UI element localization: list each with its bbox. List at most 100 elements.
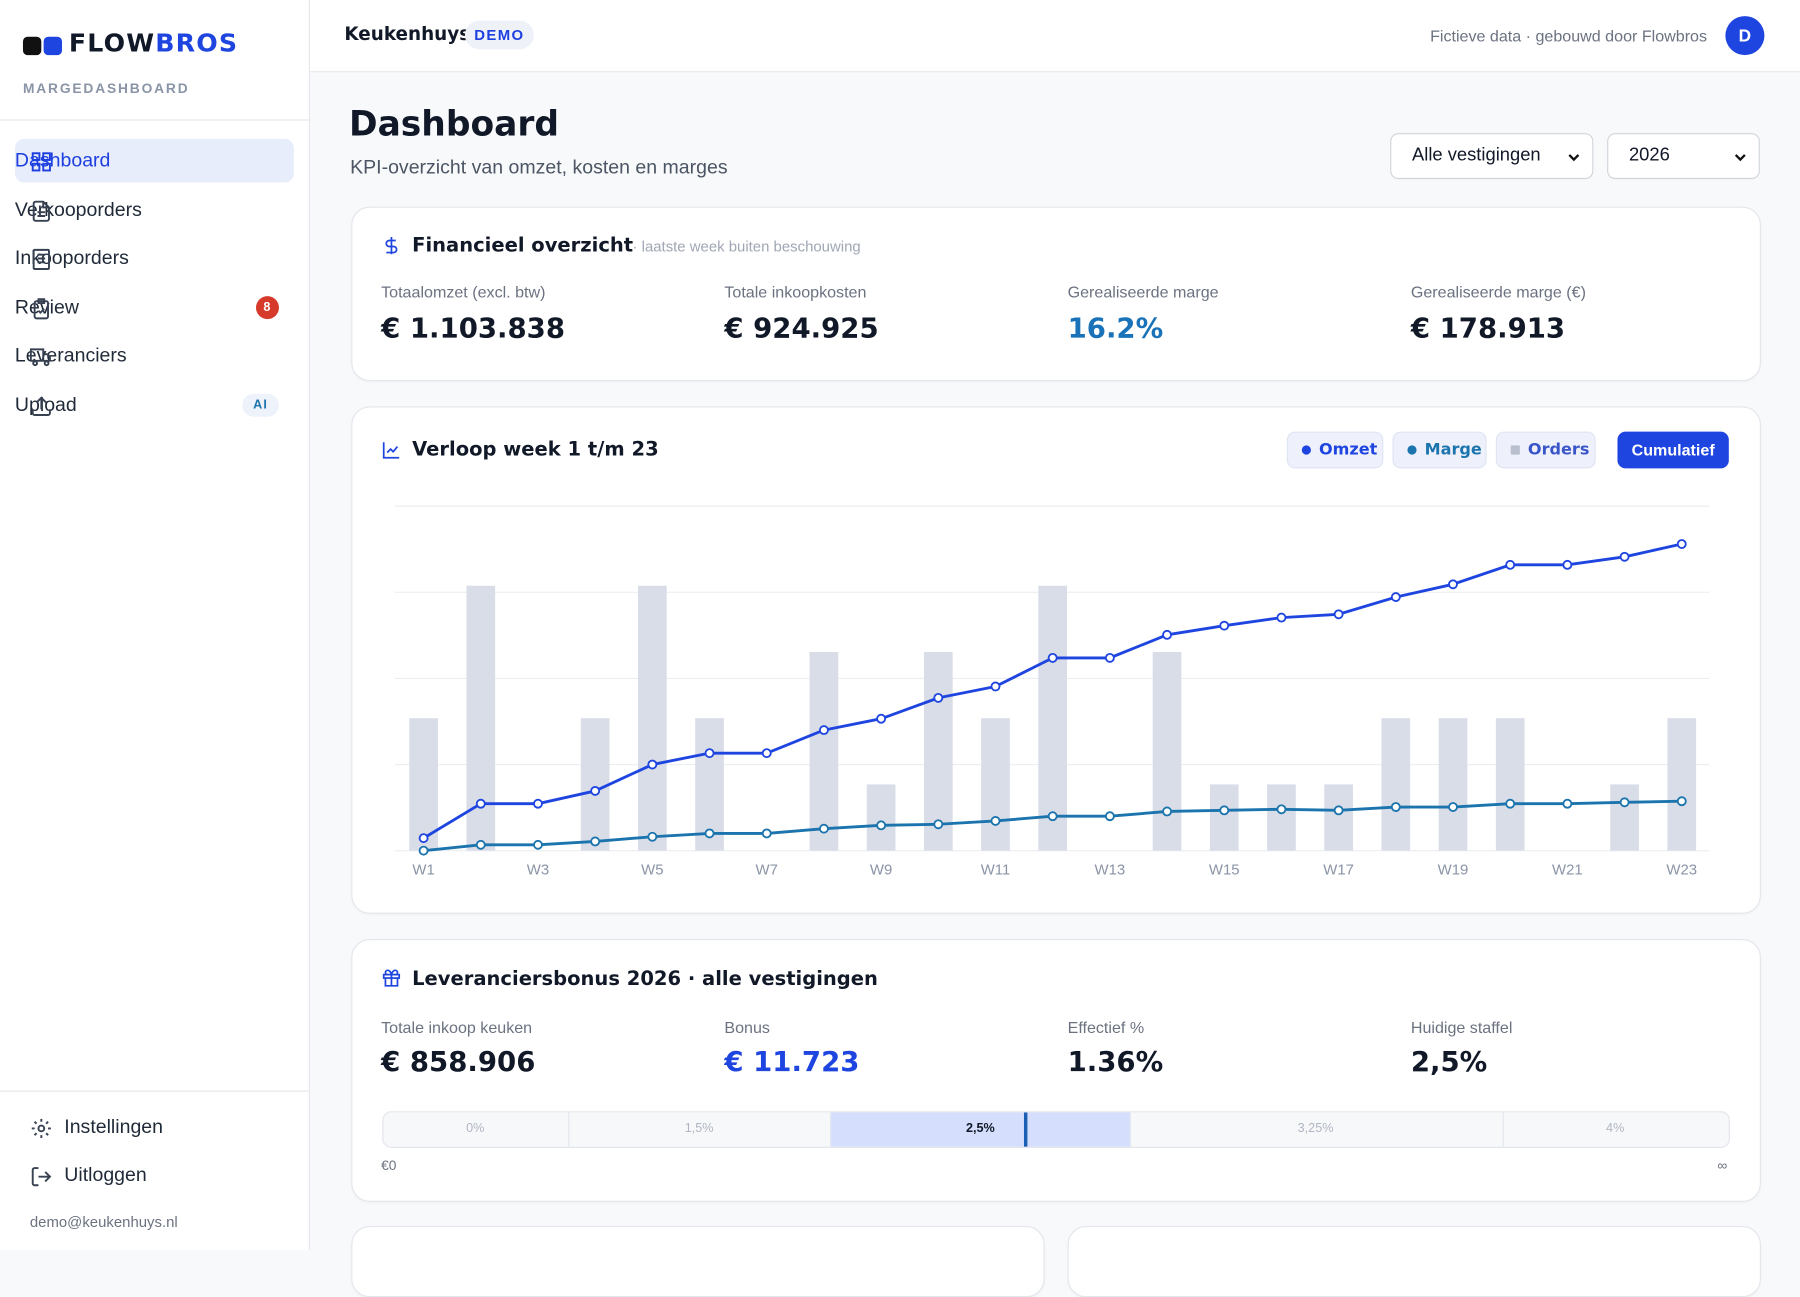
point: [761, 748, 772, 759]
bar: [638, 585, 667, 851]
legend-label: Omzet: [1319, 440, 1378, 460]
bar: [1495, 718, 1525, 851]
scale-start: €0: [381, 1157, 397, 1174]
user-email: demo@keukenhuys.nl: [29, 1213, 178, 1231]
x-tick-label: W1: [412, 862, 434, 879]
point: [1333, 609, 1344, 620]
point: [1219, 805, 1230, 816]
page-title: Dashboard: [348, 104, 560, 145]
tier-label: 3,25%: [1297, 1121, 1334, 1136]
nav-item[interactable]: Leveranciers: [15, 334, 294, 378]
point: [1219, 620, 1230, 631]
point: [1047, 811, 1058, 822]
card: [351, 1226, 1045, 1297]
point: [990, 681, 1001, 692]
point: [1333, 805, 1344, 816]
tier-active: [831, 1112, 1131, 1147]
legend-marker: [1301, 445, 1311, 455]
kpi-label: Gerealiseerde marge (€): [1410, 282, 1586, 301]
bar: [1610, 784, 1639, 851]
nav-item[interactable]: Inkooporders: [15, 236, 294, 280]
nav-item[interactable]: Uitloggen: [15, 1154, 294, 1198]
logo-b: BROS: [155, 29, 239, 59]
x-tick-label: W9: [870, 862, 892, 879]
point: [1619, 551, 1630, 562]
kpi-label: Totaalomzet (excl. btw): [381, 282, 546, 301]
bonus-card: [351, 939, 1761, 1202]
scale-end: ∞: [1717, 1157, 1728, 1174]
x-tick-label: W15: [1209, 862, 1240, 879]
x-tick-label: W21: [1552, 862, 1583, 879]
point: [1276, 612, 1287, 623]
filter-select[interactable]: 2026: [1607, 133, 1760, 180]
company: Keukenhuys: [344, 22, 471, 45]
kpi-value: € 11.723: [724, 1045, 860, 1078]
kpi-value: 1.36%: [1067, 1045, 1164, 1078]
filter-value: 2026: [1628, 145, 1670, 166]
legend-chip[interactable]: Orders: [1495, 431, 1596, 469]
nav-badge: AI: [242, 393, 279, 417]
point: [704, 748, 715, 759]
point: [1047, 652, 1058, 663]
bar: [809, 651, 839, 851]
toggle-button[interactable]: Cumulatief: [1617, 431, 1729, 469]
kpi-value: € 178.913: [1410, 312, 1566, 345]
financial-card: [351, 206, 1761, 382]
x-tick-label: W3: [527, 862, 549, 879]
point: [876, 713, 887, 724]
point: [818, 725, 829, 736]
filter-select[interactable]: Alle vestigingen: [1390, 133, 1594, 180]
x-tick-label: W5: [641, 862, 663, 879]
header-note: Fictieve data · gebouwd door Flowbros: [1430, 26, 1708, 45]
point: [1390, 592, 1401, 603]
point: [475, 798, 486, 809]
tier-label: 0%: [466, 1121, 485, 1136]
kpi-label: Gerealiseerde marge: [1067, 282, 1219, 301]
nav-item[interactable]: Dashboard: [14, 138, 294, 183]
kpi-value: 2,5%: [1410, 1045, 1488, 1078]
point: [1619, 797, 1630, 808]
point: [1390, 802, 1401, 812]
point: [818, 823, 829, 834]
bar: [1152, 651, 1182, 851]
avatar[interactable]: D: [1725, 16, 1765, 56]
nav-item[interactable]: Upload AI: [15, 383, 294, 427]
x-tick-label: W19: [1438, 862, 1469, 879]
card-note: · laatste week buiten beschouwing: [632, 237, 861, 255]
point: [1676, 539, 1687, 549]
legend-chip[interactable]: Marge: [1392, 431, 1487, 469]
legend-label: Marge: [1424, 440, 1482, 460]
brand-subtitle: MARGEDASHBOARD: [22, 80, 190, 97]
point: [1104, 811, 1115, 822]
x-tick-label: W17: [1323, 862, 1354, 879]
legend-marker: [1510, 445, 1520, 455]
nav-item[interactable]: Instellingen: [15, 1105, 294, 1149]
legend-label: Orders: [1527, 440, 1590, 460]
bar: [1038, 585, 1068, 851]
progress-marker: [1023, 1112, 1028, 1147]
point: [1448, 579, 1458, 590]
kpi-value: € 858.906: [381, 1045, 536, 1078]
logo: FLOWBROS: [69, 30, 238, 59]
point: [1562, 559, 1573, 570]
bar: [1381, 718, 1411, 851]
point: [1676, 796, 1687, 807]
point: [1104, 652, 1115, 663]
sidebar: FLOWBROS MARGEDASHBOARD Dashboard Verkoop…: [0, 0, 310, 1251]
kpi-label: Effectief %: [1067, 1018, 1145, 1037]
point: [590, 785, 601, 796]
point: [761, 828, 772, 839]
point: [1276, 804, 1287, 815]
bar: [866, 784, 896, 851]
logo-mark: [43, 36, 62, 56]
tier-divider: [1502, 1112, 1504, 1147]
tier-divider: [829, 1112, 832, 1147]
bar: [580, 718, 610, 851]
kpi-label: Bonus: [724, 1018, 770, 1037]
legend-chip[interactable]: Omzet: [1286, 431, 1384, 469]
nav-item[interactable]: Verkooporders: [15, 188, 294, 232]
point: [647, 759, 658, 770]
nav-item[interactable]: Review 8: [15, 285, 294, 329]
bar: [1667, 718, 1697, 851]
